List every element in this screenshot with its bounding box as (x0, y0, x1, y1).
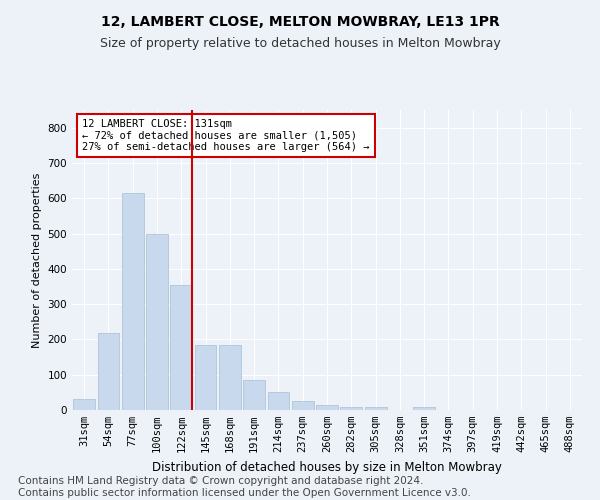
Text: Contains HM Land Registry data © Crown copyright and database right 2024.
Contai: Contains HM Land Registry data © Crown c… (18, 476, 471, 498)
Bar (146, 234, 168, 410)
Bar (268, 392, 289, 410)
Text: Size of property relative to detached houses in Melton Mowbray: Size of property relative to detached ho… (100, 38, 500, 51)
Bar (219, 344, 241, 410)
X-axis label: Distribution of detached houses by size in Melton Mowbray: Distribution of detached houses by size … (152, 460, 502, 473)
Bar (413, 407, 435, 410)
Bar (73, 400, 95, 410)
Bar (365, 407, 386, 410)
Text: 12 LAMBERT CLOSE: 131sqm
← 72% of detached houses are smaller (1,505)
27% of sem: 12 LAMBERT CLOSE: 131sqm ← 72% of detach… (82, 119, 370, 152)
Bar (122, 193, 143, 410)
Bar (340, 407, 362, 410)
Bar (292, 401, 314, 410)
Text: 12, LAMBERT CLOSE, MELTON MOWBRAY, LE13 1PR: 12, LAMBERT CLOSE, MELTON MOWBRAY, LE13 … (101, 15, 499, 29)
Bar (316, 406, 338, 410)
Bar (243, 380, 265, 410)
Bar (194, 344, 217, 410)
Bar (97, 333, 119, 410)
Y-axis label: Number of detached properties: Number of detached properties (32, 172, 42, 348)
Bar (170, 284, 192, 410)
